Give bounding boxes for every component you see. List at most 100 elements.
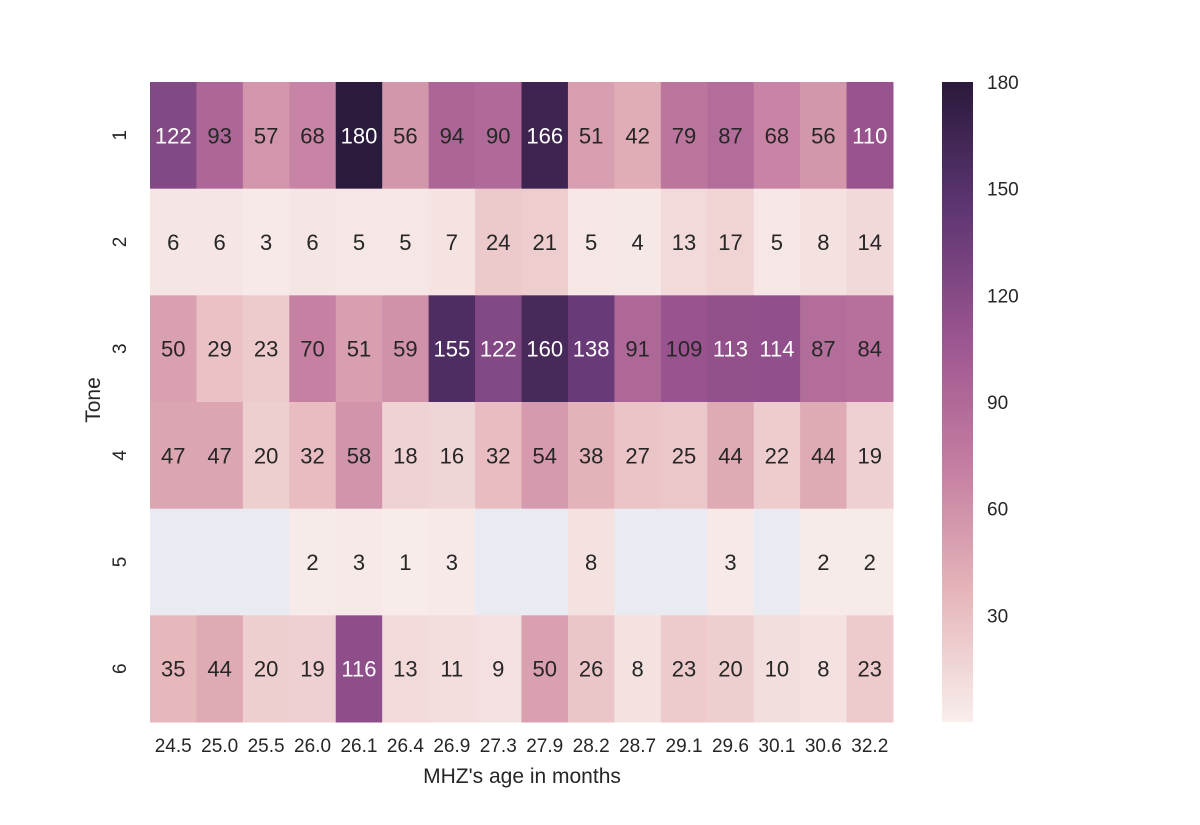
heatmap-cell — [242, 402, 290, 510]
heatmap-cell — [475, 402, 522, 510]
heatmap-cell-label: 13 — [672, 230, 696, 255]
heatmap-cell — [428, 188, 476, 296]
heatmap-cell — [150, 188, 197, 296]
heatmap-cell — [242, 615, 290, 723]
y-tick-label: 5 — [110, 557, 131, 568]
heatmap-cell — [196, 188, 244, 296]
heatmap-cell-label: 4 — [631, 230, 643, 255]
heatmap-cell — [660, 402, 708, 510]
heatmap-cell-label: 3 — [446, 550, 458, 575]
heatmap-cell — [475, 615, 522, 723]
heatmap-cell — [521, 188, 569, 296]
heatmap-cell — [428, 615, 476, 723]
x-tick-label: 24.5 — [155, 736, 192, 757]
heatmap-cell — [707, 188, 755, 296]
heatmap-cell-label: 2 — [306, 550, 318, 575]
heatmap-cell — [382, 615, 430, 723]
y-tick-label: 4 — [110, 450, 131, 461]
x-tick-label: 29.6 — [712, 736, 749, 757]
heatmap-cell — [846, 188, 894, 296]
heatmap-cell-label: 109 — [666, 337, 703, 362]
heatmap-cell-label: 57 — [254, 123, 278, 148]
heatmap-cell — [800, 508, 848, 616]
heatmap-cell — [475, 82, 522, 190]
heatmap-cell-label: 1 — [399, 550, 411, 575]
heatmap-cell-label: 110 — [852, 123, 887, 148]
heatmap-cell-label: 42 — [625, 123, 649, 148]
heatmap-cell-label: 20 — [254, 443, 278, 468]
heatmap-cell — [428, 82, 476, 190]
heatmap-cell — [846, 295, 894, 403]
heatmap-cell — [800, 615, 848, 723]
heatmap-cell-label: 22 — [765, 443, 789, 468]
heatmap-cell-label: 68 — [300, 123, 324, 148]
heatmap-cell-label: 50 — [532, 657, 556, 682]
heatmap-cell-label: 47 — [161, 443, 185, 468]
heatmap-cell-label: 23 — [254, 337, 278, 362]
heatmap-cell-label: 93 — [207, 123, 231, 148]
heatmap-cell-label: 24 — [486, 230, 510, 255]
heatmap-cell — [150, 295, 197, 403]
heatmap-cell — [567, 615, 615, 723]
heatmap-cell-label: 50 — [161, 337, 185, 362]
heatmap-cell-label: 47 — [207, 443, 231, 468]
heatmap-cell-label: 155 — [433, 337, 470, 362]
x-tick-label: 32.2 — [851, 736, 888, 757]
heatmap-cell-label: 6 — [214, 230, 226, 255]
heatmap-cell-label: 44 — [811, 443, 835, 468]
heatmap-cell — [475, 188, 522, 296]
heatmap-cell-label: 59 — [393, 337, 417, 362]
x-tick-label: 30.6 — [805, 736, 842, 757]
heatmap-cell-label: 32 — [486, 443, 510, 468]
heatmap-cell-label: 87 — [718, 123, 742, 148]
heatmap-cell — [753, 615, 801, 723]
heatmap-cell-label: 44 — [718, 443, 742, 468]
heatmap-cell — [567, 508, 615, 616]
heatmap-cell-label: 70 — [300, 337, 324, 362]
heatmap-cell-label: 5 — [353, 230, 365, 255]
heatmap-cell — [753, 188, 801, 296]
heatmap-cell — [521, 402, 569, 510]
colorbar-tick-label: 150 — [987, 180, 1019, 201]
heatmap-cell — [335, 508, 383, 616]
heatmap-cell — [846, 615, 894, 723]
heatmap-cell — [660, 615, 708, 723]
heatmap-cells — [150, 82, 894, 723]
heatmap-cell-label: 116 — [341, 657, 376, 682]
heatmap-cell-label: 35 — [161, 657, 185, 682]
colorbar-tick-label: 120 — [987, 286, 1019, 307]
heatmap-cell — [660, 508, 708, 616]
heatmap-cell-label: 84 — [858, 337, 882, 362]
heatmap-cell-label: 166 — [526, 123, 563, 148]
heatmap-cell — [614, 402, 662, 510]
heatmap-cell-label: 7 — [446, 230, 458, 255]
heatmap-cell-label: 27 — [625, 443, 649, 468]
x-tick-label: 25.0 — [201, 736, 238, 757]
heatmap-cell-label: 44 — [207, 657, 231, 682]
x-tick-label: 25.5 — [248, 736, 285, 757]
heatmap-cell-label: 87 — [811, 337, 835, 362]
heatmap-cell — [707, 295, 755, 403]
heatmap-cell-label: 32 — [300, 443, 324, 468]
heatmap-cell — [382, 402, 430, 510]
x-tick-label: 30.1 — [758, 736, 795, 757]
heatmap-cell — [335, 402, 383, 510]
heatmap-cell — [800, 402, 848, 510]
heatmap-cell — [335, 82, 383, 190]
heatmap-cell — [707, 508, 755, 616]
x-tick-label: 28.7 — [619, 736, 656, 757]
heatmap-cell-label: 6 — [306, 230, 318, 255]
heatmap-cell — [800, 188, 848, 296]
heatmap-cell-label: 5 — [399, 230, 411, 255]
x-axis-title: MHZ's age in months — [423, 765, 621, 788]
heatmap-cell — [614, 508, 662, 616]
y-tick-label: 3 — [110, 343, 131, 354]
heatmap-cell-label: 6 — [167, 230, 179, 255]
y-axis-tick-labels: 1 2 3 4 5 6 — [110, 130, 131, 674]
colorbar-tick-label: 30 — [987, 606, 1008, 627]
heatmap-cell — [800, 295, 848, 403]
heatmap-cell — [150, 402, 197, 510]
heatmap-cell-label: 9 — [492, 657, 504, 682]
heatmap-cell — [800, 82, 848, 190]
